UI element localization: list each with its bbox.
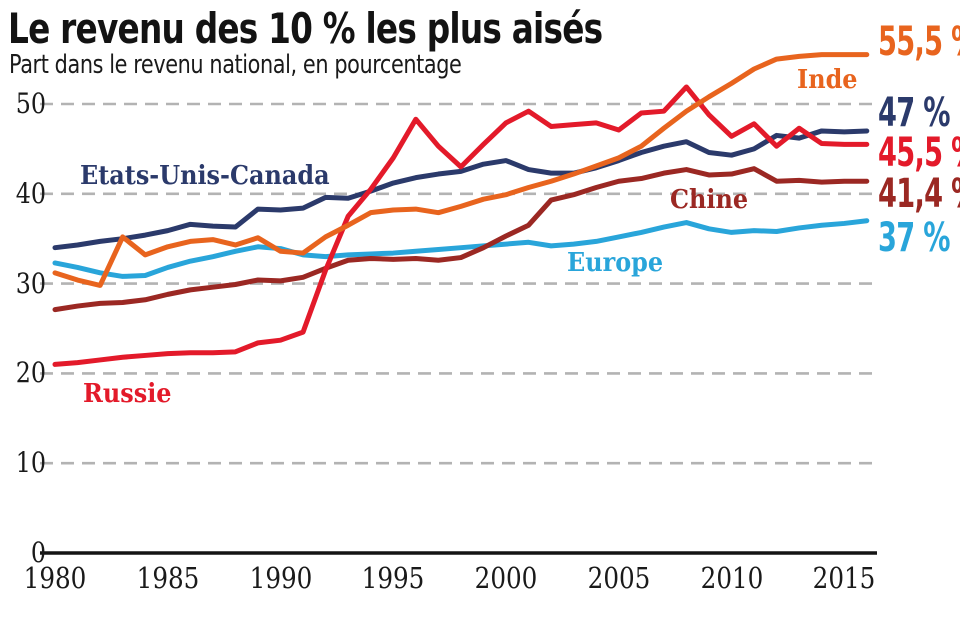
x-tick-label-1985: 1985 bbox=[136, 561, 200, 595]
x-tick-label-1990: 1990 bbox=[249, 561, 312, 595]
series-label-europe: Europe bbox=[567, 248, 664, 278]
x-tick-label-1980: 1980 bbox=[23, 561, 87, 595]
y-tick-label-40: 40 bbox=[15, 176, 46, 210]
series-label-russie: Russie bbox=[83, 379, 172, 409]
x-tick-label-2015: 2015 bbox=[812, 561, 876, 595]
chart-title: Le revenu des 10 % les plus aisés bbox=[8, 4, 603, 53]
gridlines bbox=[40, 102, 877, 465]
x-tick-label-2000: 2000 bbox=[474, 561, 538, 595]
x-tick-label-2005: 2005 bbox=[587, 561, 651, 595]
end-value-label-russie: 45,5 % bbox=[878, 130, 960, 176]
line-etats-unis-canada bbox=[52, 128, 870, 251]
line-europe bbox=[52, 218, 870, 279]
line-russie bbox=[52, 84, 870, 367]
line-chine bbox=[52, 166, 870, 313]
x-tick-label-1995: 1995 bbox=[361, 561, 425, 595]
series-label-chine: Chine bbox=[670, 185, 749, 215]
y-tick-label-0: 0 bbox=[30, 536, 46, 569]
series-lines bbox=[52, 52, 870, 367]
series-label-etats-unis-canada: Etats-Unis-Canada bbox=[80, 161, 330, 191]
end-value-label-etats-unis-canada: 47 % bbox=[878, 90, 951, 136]
chart-subtitle: Part dans le revenu national, en pourcen… bbox=[9, 50, 462, 80]
end-value-label-chine: 41,4 % bbox=[878, 171, 960, 217]
end-value-label-europe: 37 % bbox=[878, 215, 951, 261]
y-tick-label-20: 20 bbox=[15, 356, 46, 390]
y-tick-label-10: 10 bbox=[15, 446, 46, 480]
y-tick-label-30: 30 bbox=[15, 266, 46, 300]
x-tick-label-2010: 2010 bbox=[700, 561, 763, 595]
line-inde bbox=[52, 52, 870, 288]
y-tick-label-50: 50 bbox=[15, 87, 46, 120]
end-value-label-inde: 55,5 % bbox=[878, 19, 960, 65]
series-label-inde: Inde bbox=[797, 65, 858, 95]
